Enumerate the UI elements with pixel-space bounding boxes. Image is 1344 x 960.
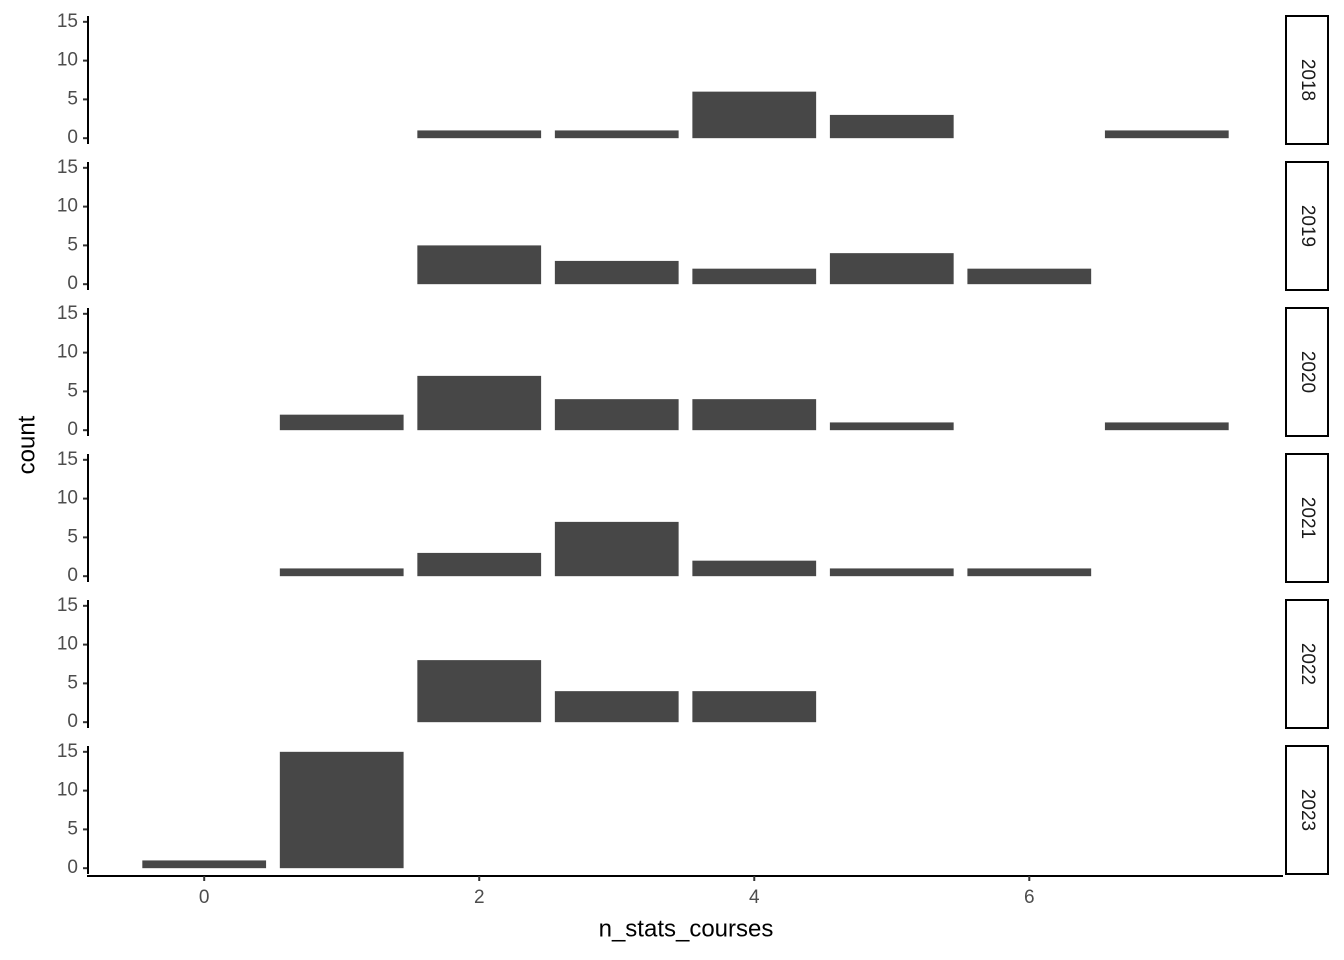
- y-tick-label: 10: [57, 342, 78, 363]
- strip-label: 2019: [1297, 205, 1318, 247]
- strip: [1285, 15, 1329, 145]
- bar: [692, 91, 817, 139]
- strip-label: 2020: [1297, 351, 1318, 393]
- y-tick-label: 0: [67, 127, 78, 148]
- bar: [554, 399, 679, 431]
- y-tick-label: 15: [57, 303, 78, 324]
- bar: [967, 268, 1092, 285]
- y-tick-label: 10: [57, 780, 78, 801]
- bar: [692, 691, 817, 723]
- y-tick-label: 15: [57, 157, 78, 178]
- x-tick-label: 0: [199, 887, 210, 908]
- strip-label: 2022: [1297, 643, 1318, 685]
- strip-label: 2018: [1297, 59, 1318, 101]
- y-tick-label: 0: [67, 273, 78, 294]
- y-tick-label: 15: [57, 741, 78, 762]
- bar: [554, 521, 679, 577]
- y-tick-label: 10: [57, 50, 78, 71]
- bar: [829, 253, 954, 285]
- y-tick-label: 5: [67, 380, 78, 401]
- y-tick-label: 0: [67, 857, 78, 878]
- y-tick-label: 15: [57, 11, 78, 32]
- bar: [554, 130, 679, 139]
- x-axis-title: n_stats_courses: [599, 915, 774, 942]
- x-tick-label: 4: [749, 887, 760, 908]
- y-tick-label: 5: [67, 818, 78, 839]
- bar: [279, 568, 404, 577]
- bar: [554, 691, 679, 723]
- y-tick-label: 0: [67, 419, 78, 440]
- y-tick-label: 10: [57, 488, 78, 509]
- y-axis-title: count: [13, 415, 40, 474]
- bar: [279, 414, 404, 431]
- strip: [1285, 745, 1329, 875]
- y-tick-label: 5: [67, 234, 78, 255]
- y-tick-label: 15: [57, 449, 78, 470]
- bar: [142, 860, 267, 869]
- y-tick-label: 10: [57, 634, 78, 655]
- strip: [1285, 161, 1329, 291]
- bar: [417, 660, 542, 723]
- bar: [417, 245, 542, 285]
- bar: [417, 130, 542, 139]
- y-tick-label: 15: [57, 595, 78, 616]
- x-tick-label: 2: [474, 887, 485, 908]
- bar: [692, 268, 817, 285]
- strip: [1285, 307, 1329, 437]
- strip-label: 2023: [1297, 789, 1318, 831]
- bar: [417, 375, 542, 431]
- bar: [829, 422, 954, 431]
- strip-label: 2021: [1297, 497, 1318, 539]
- bar: [829, 114, 954, 139]
- y-tick-label: 5: [67, 672, 78, 693]
- bar: [554, 260, 679, 285]
- strip: [1285, 599, 1329, 729]
- y-tick-label: 0: [67, 711, 78, 732]
- y-tick-label: 5: [67, 526, 78, 547]
- bar: [417, 552, 542, 577]
- y-tick-label: 10: [57, 196, 78, 217]
- bar: [692, 560, 817, 577]
- bar: [692, 399, 817, 431]
- bar: [279, 751, 404, 869]
- bar: [1104, 130, 1229, 139]
- y-tick-label: 0: [67, 565, 78, 586]
- y-tick-label: 5: [67, 88, 78, 109]
- bar: [967, 568, 1092, 577]
- bar: [1104, 422, 1229, 431]
- x-tick-label: 6: [1024, 887, 1035, 908]
- bar: [829, 568, 954, 577]
- strip: [1285, 453, 1329, 583]
